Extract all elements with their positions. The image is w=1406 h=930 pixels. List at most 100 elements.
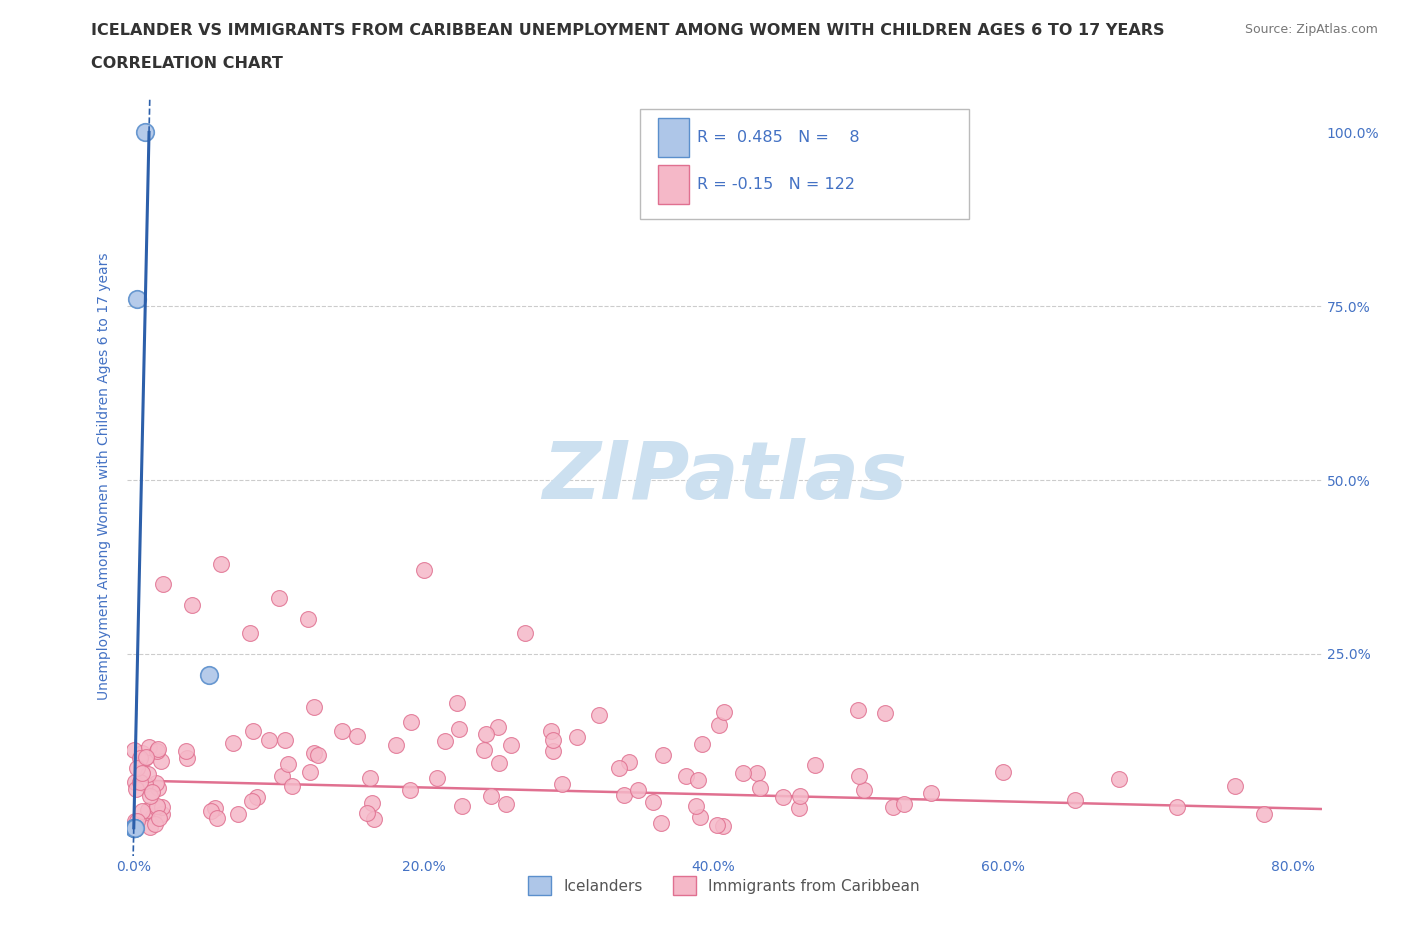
Point [675,769,697,784]
Point [749,780,772,795]
Point [239,626,262,641]
Point [149,753,172,768]
Point [541,743,564,758]
Point [134,125,156,140]
Point [125,761,148,776]
Point [131,804,153,818]
Point [772,790,794,804]
Point [426,770,449,785]
Point [146,801,169,816]
Text: R = -0.15   N = 122: R = -0.15 N = 122 [696,177,855,193]
Point [846,703,869,718]
Point [125,814,148,829]
Point [707,718,730,733]
Point [125,781,148,796]
Point [612,788,634,803]
Point [733,765,755,780]
Point [142,808,165,823]
Point [267,591,290,605]
Point [152,806,174,821]
Point [134,777,156,791]
Point [271,768,294,783]
Point [692,737,714,751]
Point [139,820,162,835]
Point [146,744,169,759]
Point [479,789,502,804]
Point [551,777,574,791]
Point [135,750,157,764]
Point [893,797,915,812]
Point [361,795,384,810]
Point [124,775,146,790]
Point [789,801,811,816]
Point [139,789,162,804]
Point [209,556,232,571]
Point [472,743,495,758]
Point [1166,800,1188,815]
Point [281,778,304,793]
Point [277,757,299,772]
Point [1253,806,1275,821]
Point [302,699,325,714]
FancyBboxPatch shape [640,109,969,219]
Point [240,794,263,809]
Point [152,577,174,591]
Point [713,704,735,719]
Y-axis label: Unemployment Among Women with Children Ages 6 to 17 years: Unemployment Among Women with Children A… [97,253,111,700]
Point [399,714,422,729]
Point [412,563,434,578]
Point [205,811,228,826]
Point [297,612,319,627]
Point [298,764,321,779]
Point [145,775,167,790]
Point [124,820,146,835]
Point [848,769,870,784]
Text: Source: ZipAtlas.com: Source: ZipAtlas.com [1244,23,1378,36]
Point [434,734,457,749]
Point [176,751,198,765]
Point [330,724,353,738]
Point [150,799,173,814]
Point [146,780,169,795]
Point [122,820,145,835]
Point [136,767,159,782]
Point [146,798,169,813]
Point [222,736,245,751]
Point [689,810,711,825]
Legend: Icelanders, Immigrants from Caribbean: Icelanders, Immigrants from Caribbean [522,870,927,901]
Point [873,705,896,720]
Point [643,794,665,809]
Point [359,770,381,785]
Point [541,732,564,747]
Point [617,754,640,769]
Point [302,745,325,760]
Point [363,812,385,827]
Point [274,732,297,747]
Text: ZIPatlas: ZIPatlas [541,438,907,515]
Point [652,748,675,763]
Point [486,719,509,734]
Point [446,696,468,711]
Point [204,801,226,816]
Point [138,739,160,754]
Point [706,818,728,833]
Point [688,772,710,787]
Point [246,790,269,804]
Text: ICELANDER VS IMMIGRANTS FROM CARIBBEAN UNEMPLOYMENT AMONG WOMEN WITH CHILDREN AG: ICELANDER VS IMMIGRANTS FROM CARIBBEAN U… [91,23,1166,38]
Text: R =  0.485   N =    8: R = 0.485 N = 8 [696,130,859,145]
Point [609,761,631,776]
Point [125,292,148,307]
Point [141,784,163,799]
Point [131,745,153,760]
Point [588,708,610,723]
Point [129,751,152,765]
Point [257,733,280,748]
Point [122,820,145,835]
Point [145,817,167,831]
Point [136,803,159,817]
Point [1108,772,1130,787]
FancyBboxPatch shape [658,165,689,205]
Point [122,820,145,835]
Point [451,799,474,814]
Point [307,748,329,763]
